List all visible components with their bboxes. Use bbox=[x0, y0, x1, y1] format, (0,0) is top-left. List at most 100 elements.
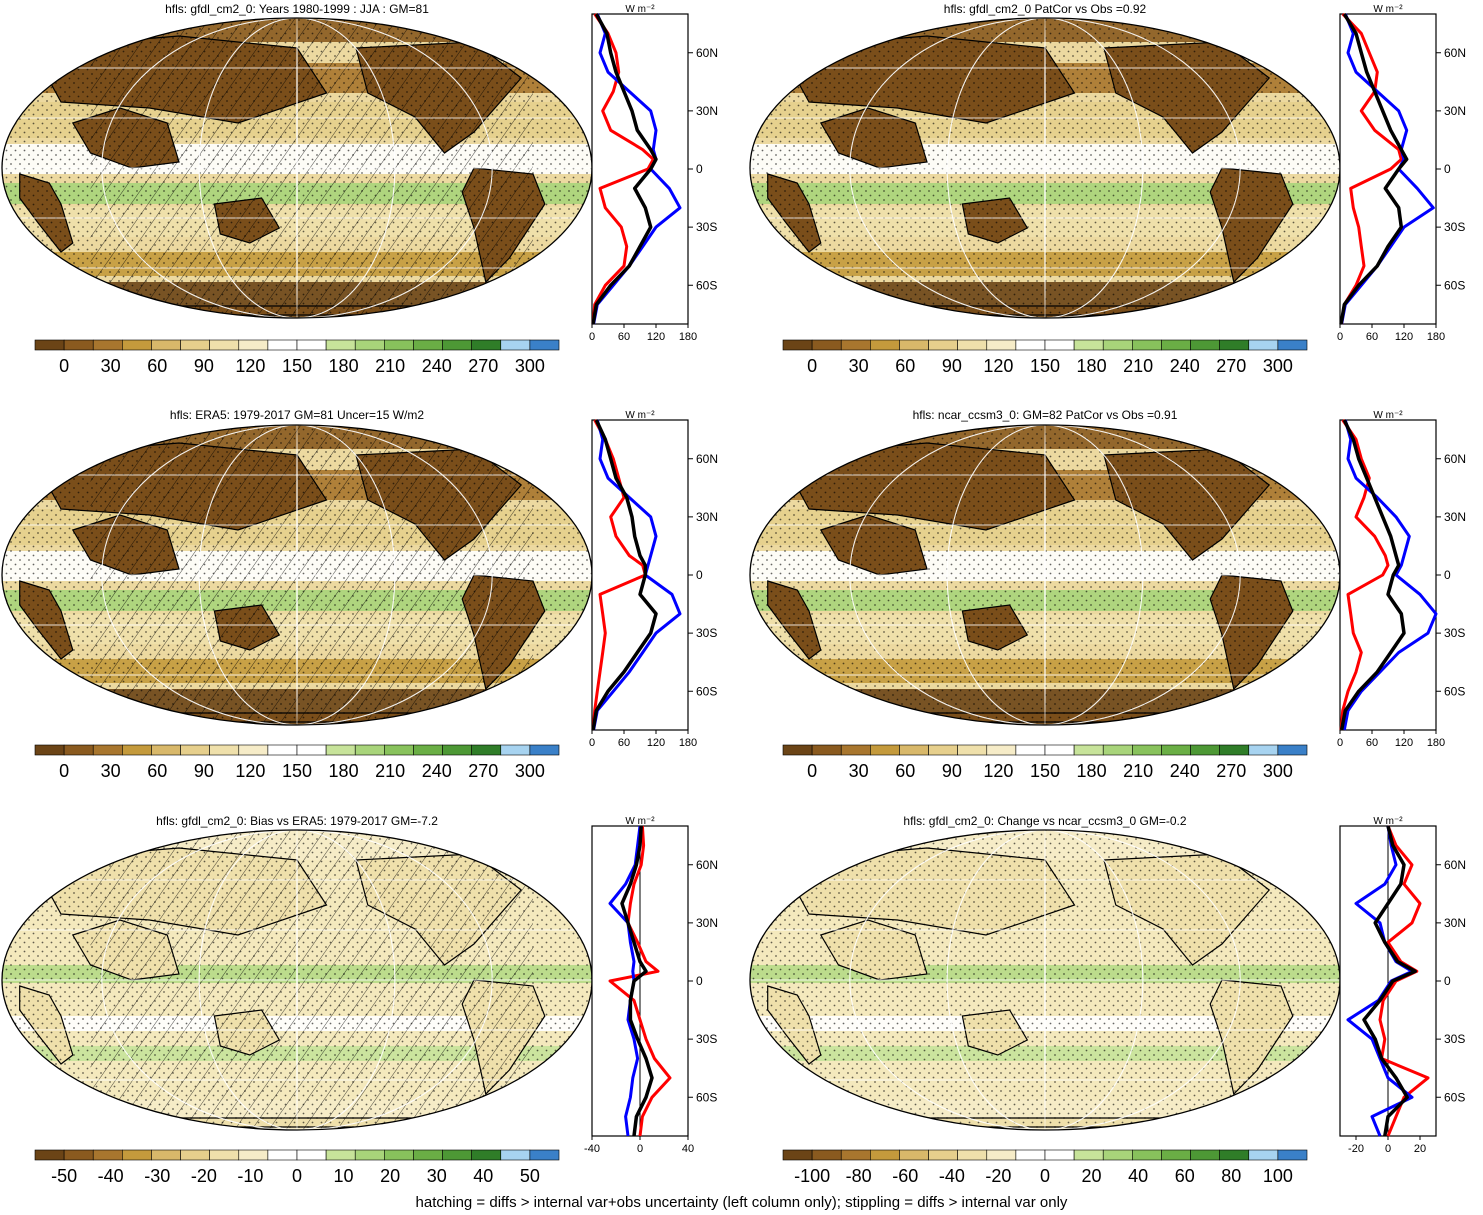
colorbar-cell bbox=[267, 339, 298, 351]
profile-ytick-label: 30N bbox=[1444, 104, 1466, 118]
colorbar-cell bbox=[986, 744, 1017, 756]
colorbar-tick-label: 0 bbox=[807, 761, 817, 781]
profile-ytick-label: 0 bbox=[696, 162, 703, 176]
colorbar-cell bbox=[1132, 1149, 1162, 1161]
colorbar-cell bbox=[811, 1149, 842, 1161]
colorbar-tick-label: 20 bbox=[380, 1166, 400, 1186]
colorbar-cell bbox=[529, 1149, 560, 1161]
colorbar-tick-label: 150 bbox=[1030, 356, 1060, 376]
colorbar-cell bbox=[811, 339, 842, 351]
colorbar-cell bbox=[471, 744, 502, 756]
colorbar-tick-label: 150 bbox=[1030, 761, 1060, 781]
profile-ytick-label: 60S bbox=[1444, 684, 1465, 698]
colorbar-tick-label: 120 bbox=[235, 761, 265, 781]
profile-ytick-label: 60N bbox=[1444, 858, 1466, 872]
zonal-profile: W m⁻² 60N 30N 0 30S 60S 0 60 120 180 bbox=[589, 410, 718, 749]
colorbar-cell bbox=[1248, 744, 1279, 756]
colorbar-cell bbox=[957, 339, 988, 351]
colorbar-cell bbox=[529, 339, 560, 351]
colorbar-tick-label: 30 bbox=[427, 1166, 447, 1186]
colorbar-cell bbox=[325, 339, 356, 351]
colorbar-tick-label: 240 bbox=[422, 761, 452, 781]
profile-xtick-label: 180 bbox=[679, 737, 697, 749]
profile-xtick-label: 120 bbox=[1395, 331, 1413, 343]
colorbar-tick-label: -40 bbox=[98, 1166, 124, 1186]
profile-series-blue bbox=[608, 825, 642, 1137]
map-field bbox=[2, 18, 592, 318]
colorbar-tick-label: 240 bbox=[1170, 356, 1200, 376]
colorbar-cell bbox=[209, 744, 240, 756]
colorbar-cell bbox=[870, 339, 900, 351]
colorbar-cell bbox=[1190, 339, 1220, 351]
colorbar-tick-label: -30 bbox=[144, 1166, 170, 1186]
colorbar-tick-label: 270 bbox=[1216, 356, 1246, 376]
colorbar-cell bbox=[1044, 744, 1075, 756]
map-panel: hfls: gfdl_cm2_0 PatCor vs Obs =0.92 0 30 6… bbox=[749, 2, 1341, 376]
profile-frame bbox=[591, 13, 689, 325]
graticule-lon bbox=[296, 830, 298, 1130]
colorbar-tick-label: -50 bbox=[51, 1166, 77, 1186]
colorbar-cell bbox=[267, 1149, 298, 1161]
colorbar-tick-label: -20 bbox=[191, 1166, 217, 1186]
zonal-profile: W m⁻² 60N 30N 0 30S 60S -20 0 20 bbox=[1339, 816, 1466, 1155]
graticule-lon bbox=[296, 18, 298, 318]
colorbar-cell bbox=[122, 744, 152, 756]
figure-footnote: hatching = diffs > internal var+obs unce… bbox=[415, 1194, 1068, 1211]
colorbar-cell bbox=[840, 1149, 871, 1161]
map-field bbox=[2, 425, 592, 725]
colorbar-cell bbox=[413, 339, 443, 351]
colorbar-cell bbox=[354, 744, 385, 756]
profile-ytick-label: 30N bbox=[1444, 916, 1466, 930]
profile-unit-label: W m⁻² bbox=[1373, 410, 1403, 421]
graticule-lon bbox=[198, 18, 396, 318]
colorbar-tick-label: 30 bbox=[849, 356, 869, 376]
colorbar-cell bbox=[92, 1149, 123, 1161]
profile-ytick-label: 0 bbox=[1444, 162, 1451, 176]
profile-ytick-label: 30S bbox=[696, 1032, 717, 1046]
profile-series-blue bbox=[1342, 419, 1438, 731]
map-field bbox=[750, 18, 1340, 318]
profile-ytick-label: 60S bbox=[696, 684, 717, 698]
profile-xtick-label: 60 bbox=[1366, 737, 1378, 749]
colorbar-cell bbox=[1044, 339, 1075, 351]
colorbar-tick-label: 210 bbox=[375, 356, 405, 376]
profile-xtick-label: 0 bbox=[589, 331, 595, 343]
colorbar-cell bbox=[957, 744, 988, 756]
colorbar-cell bbox=[986, 1149, 1017, 1161]
colorbar-tick-label: 60 bbox=[1175, 1166, 1195, 1186]
profile-ytick-label: 30S bbox=[1444, 626, 1465, 640]
profile-series-black bbox=[591, 13, 658, 325]
colorbar-cell bbox=[957, 1149, 988, 1161]
colorbar-cell bbox=[840, 744, 871, 756]
graticule-lon bbox=[101, 830, 493, 1130]
colorbar-tick-label: 60 bbox=[895, 761, 915, 781]
colorbar-cell bbox=[151, 1149, 181, 1161]
colorbar-cell bbox=[471, 1149, 502, 1161]
map-field bbox=[2, 830, 592, 1130]
colorbar-cell bbox=[325, 744, 356, 756]
profile-unit-label: W m⁻² bbox=[625, 4, 655, 15]
colorbar-cell bbox=[899, 339, 929, 351]
colorbar-cell bbox=[1073, 744, 1104, 756]
colorbar-cell bbox=[180, 744, 210, 756]
profile-ytick-label: 30S bbox=[696, 626, 717, 640]
profile-xtick-label: -40 bbox=[584, 1143, 600, 1155]
colorbar-tick-label: 150 bbox=[282, 356, 312, 376]
colorbar-cell bbox=[238, 1149, 269, 1161]
profile-xtick-label: 0 bbox=[1337, 331, 1343, 343]
colorbar-cell bbox=[209, 339, 240, 351]
colorbar-tick-label: 0 bbox=[807, 356, 817, 376]
colorbar-cell bbox=[238, 744, 269, 756]
colorbar-cell bbox=[471, 339, 502, 351]
colorbar-cell bbox=[1044, 1149, 1075, 1161]
colorbar-cell bbox=[34, 339, 65, 351]
profile-xtick-label: 0 bbox=[589, 737, 595, 749]
colorbar-tick-label: 30 bbox=[101, 356, 121, 376]
profile-ytick-label: 60S bbox=[1444, 278, 1465, 292]
map-title: hfls: gfdl_cm2_0: Years 1980-1999 : JJA … bbox=[165, 2, 429, 16]
graticule-lon bbox=[849, 830, 1241, 1130]
profile-unit-label: W m⁻² bbox=[625, 410, 655, 421]
colorbar-cell bbox=[354, 1149, 385, 1161]
colorbar-cell bbox=[899, 744, 929, 756]
